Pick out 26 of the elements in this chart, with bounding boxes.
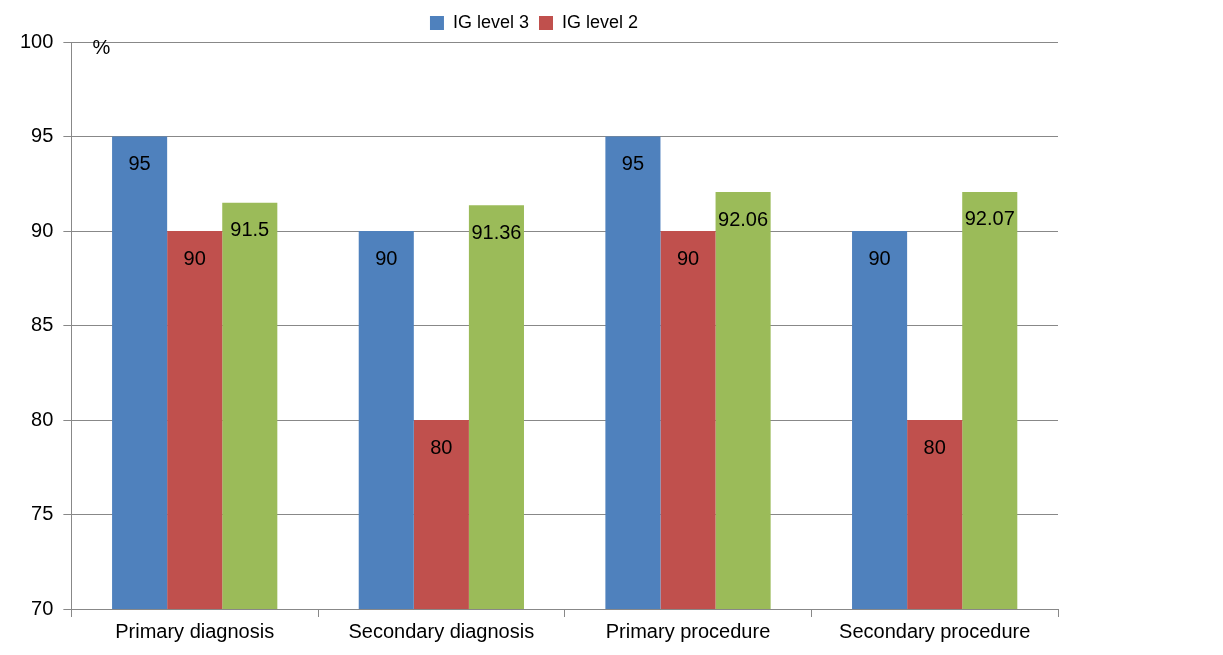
data-label: 90 xyxy=(868,246,891,269)
data-label: 95 xyxy=(621,152,645,175)
y-tick-label: 80 xyxy=(31,407,54,430)
y-tick-label: 95 xyxy=(31,124,54,147)
data-label: 90 xyxy=(375,246,398,269)
data-label: 95 xyxy=(128,152,151,175)
x-tick-label: Primary procedure xyxy=(605,619,771,642)
legend-label: IG level 2 xyxy=(562,11,639,32)
x-tick-label: Secondary procedure xyxy=(839,619,1031,642)
y-tick-label: 100 xyxy=(19,29,54,52)
data-label: 90 xyxy=(676,246,700,269)
data-label: 90 xyxy=(183,246,206,269)
y-tick-label: 85 xyxy=(31,313,54,336)
y-tick-label: 75 xyxy=(31,502,54,525)
y-tick-label: 70 xyxy=(31,596,54,619)
data-label: 92.06 xyxy=(718,207,769,230)
legend-label: IG level 3 xyxy=(452,11,530,32)
y-axis-title: % xyxy=(92,35,111,58)
data-label: 80 xyxy=(430,435,453,458)
y-tick-label: 90 xyxy=(31,218,54,241)
x-tick-label: Primary diagnosis xyxy=(115,619,275,642)
x-tick-label: Secondary diagnosis xyxy=(348,619,535,642)
data-label: 91.5 xyxy=(230,218,270,241)
data-label: 91.36 xyxy=(471,220,522,243)
data-label: 92.07 xyxy=(964,207,1015,230)
data-label: 80 xyxy=(923,435,946,458)
